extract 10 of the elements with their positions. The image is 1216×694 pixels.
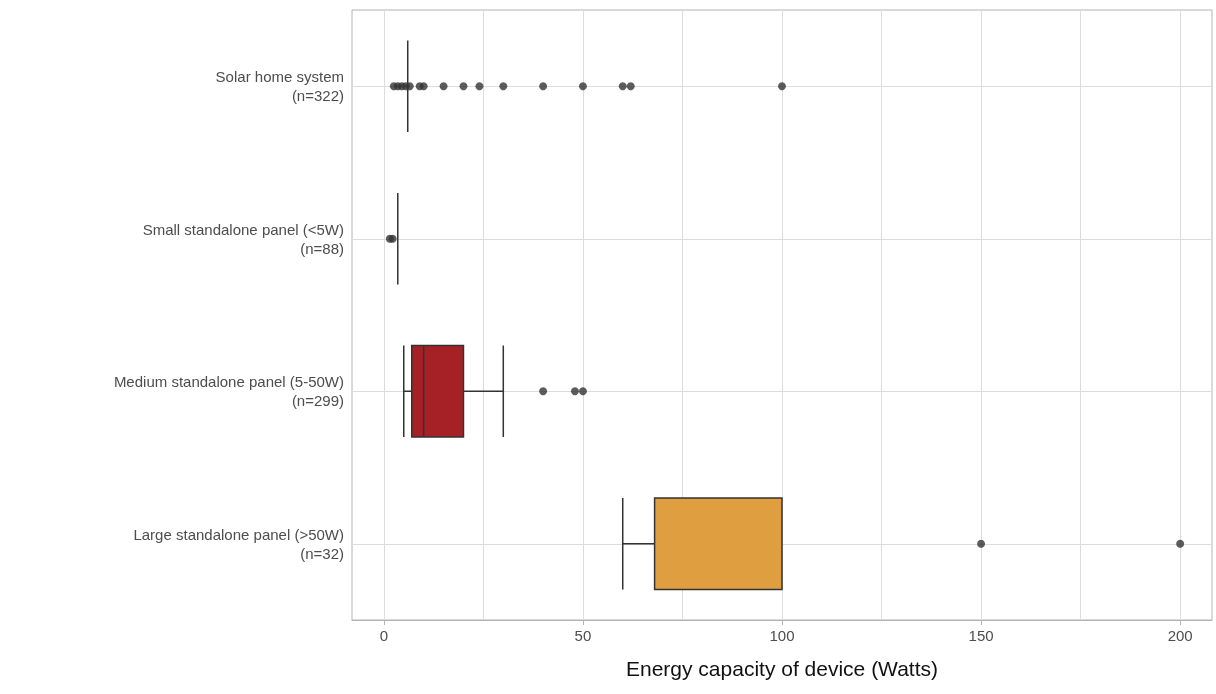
x-tick-label: 100 <box>769 627 795 644</box>
y-tick-label: Large standalone panel (>50W) (n=32) <box>133 525 344 562</box>
x-tick-label: 200 <box>1167 627 1193 644</box>
x-axis-title: Energy capacity of device (Watts) <box>625 657 939 680</box>
x-tick-label: 50 <box>574 627 592 644</box>
y-tick-label: Medium standalone panel (5-50W) (n=299) <box>113 373 344 410</box>
x-tick-label: 0 <box>379 627 389 644</box>
y-tick-label: Small standalone panel (<5W) (n=88) <box>142 220 344 257</box>
y-tick-label: Solar home system (n=322) <box>215 68 344 105</box>
x-tick-label: 150 <box>968 627 994 644</box>
